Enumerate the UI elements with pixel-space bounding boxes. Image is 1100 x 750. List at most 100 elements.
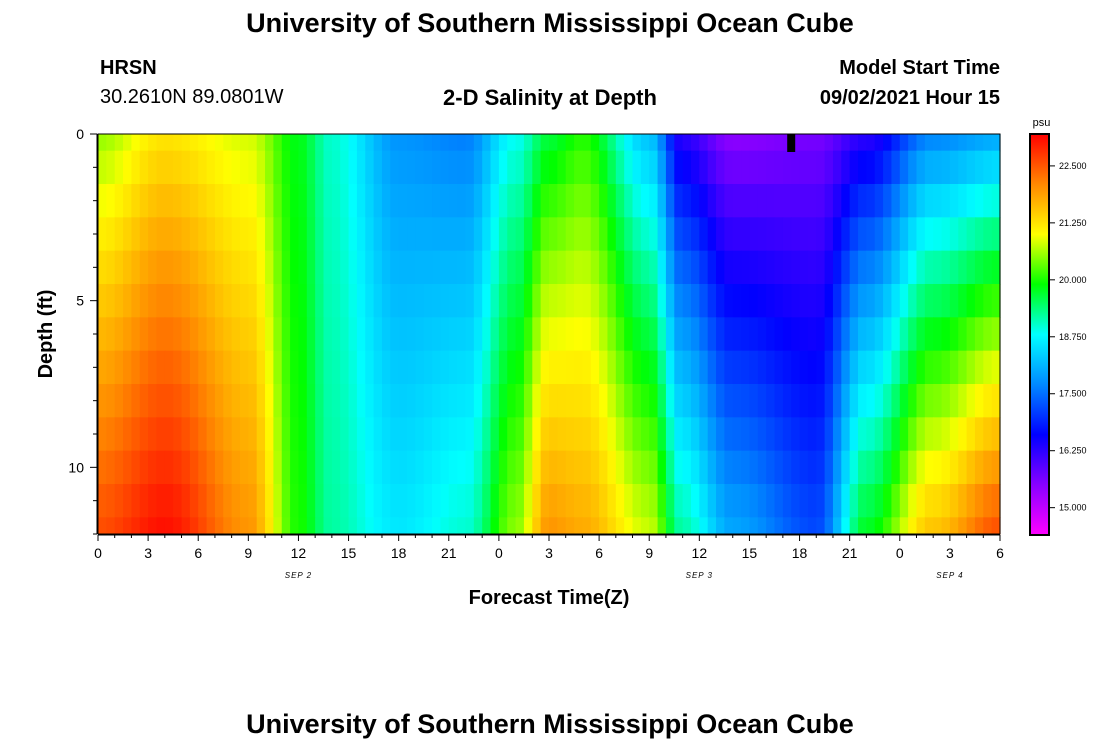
heatmap-cell [281, 150, 291, 185]
heatmap-cell [916, 384, 926, 418]
heatmap-cell [991, 217, 1001, 252]
heatmap-cell [707, 450, 717, 485]
heatmap-cell [114, 217, 124, 252]
heatmap-cell [665, 150, 675, 185]
heatmap-cell [482, 350, 492, 385]
heatmap-cell [832, 450, 842, 485]
heatmap-cell [816, 250, 826, 285]
heatmap-cell [724, 217, 734, 252]
heatmap-cell [649, 250, 659, 285]
heatmap-cell [114, 450, 124, 485]
heatmap-cell [281, 250, 291, 285]
heatmap-cell [214, 184, 224, 218]
heatmap-cell [974, 150, 984, 185]
heatmap-cell [557, 317, 567, 352]
heatmap-cell [991, 317, 1001, 352]
colorbar-tick-label: 18.750 [1059, 332, 1087, 342]
heatmap-cell [858, 517, 867, 535]
heatmap-cell [640, 250, 650, 285]
heatmap-cell [365, 450, 375, 485]
heatmap-cell [716, 417, 725, 452]
heatmap-cell [632, 350, 642, 385]
heatmap-cell [340, 134, 350, 152]
heatmap-cell [423, 450, 433, 485]
heatmap-cell [482, 450, 492, 485]
heatmap-cell [615, 484, 625, 518]
heatmap-cell [824, 217, 834, 252]
heatmap-cell [123, 350, 133, 385]
heatmap-cell [908, 284, 918, 318]
heatmap-cell [866, 417, 876, 452]
heatmap-cell [849, 484, 859, 518]
heatmap-cell [348, 450, 358, 485]
heatmap-cell [699, 150, 709, 185]
heatmap-cell [448, 350, 458, 385]
heatmap-cell [774, 250, 784, 285]
heatmap-cell [515, 284, 525, 318]
heatmap-cell [131, 417, 141, 452]
heatmap-cell [766, 150, 776, 185]
heatmap-cell [565, 150, 575, 185]
heatmap-cell [607, 450, 617, 485]
heatmap-cell [941, 484, 951, 518]
heatmap-cell [407, 150, 416, 185]
heatmap-cell [582, 250, 592, 285]
heatmap-cell [916, 250, 926, 285]
heatmap-cell [515, 317, 525, 352]
heatmap-cell [766, 517, 776, 535]
heatmap-cell [139, 350, 149, 385]
heatmap-cell [223, 317, 233, 352]
heatmap-cell [457, 317, 467, 352]
heatmap-cell [599, 484, 609, 518]
heatmap-cell [239, 217, 249, 252]
heatmap-cell [565, 317, 575, 352]
heatmap-cell [949, 317, 959, 352]
heatmap-cell [874, 517, 884, 535]
heatmap-cell [440, 317, 450, 352]
heatmap-cell [498, 217, 508, 252]
heatmap-cell [298, 384, 308, 418]
heatmap-cell [340, 317, 350, 352]
heatmap-cell [991, 384, 1001, 418]
heatmap-cell [816, 134, 826, 152]
heatmap-cell [214, 317, 224, 352]
heatmap-cell [198, 484, 208, 518]
heatmap-cell [523, 184, 533, 218]
heatmap-cell [632, 150, 642, 185]
heatmap-cell [423, 184, 433, 218]
heatmap-cell [323, 284, 333, 318]
heatmap-cell [941, 450, 951, 485]
heatmap-cell [298, 284, 308, 318]
heatmap-cell [365, 317, 375, 352]
heatmap-cell [290, 284, 300, 318]
heatmap-cell [98, 517, 107, 535]
heatmap-cell [774, 517, 784, 535]
heatmap-cell [574, 484, 584, 518]
heatmap-cell [924, 317, 934, 352]
heatmap-cell [757, 417, 767, 452]
heatmap-cell [239, 317, 249, 352]
heatmap-cell [832, 150, 842, 185]
heatmap-cell [674, 350, 684, 385]
heatmap-cell [407, 384, 416, 418]
heatmap-cell [574, 217, 584, 252]
heatmap-cell [874, 184, 884, 218]
heatmap-cell [448, 517, 458, 535]
heatmap-cell [657, 417, 667, 452]
heatmap-cell [849, 317, 859, 352]
heatmap-cell [490, 517, 500, 535]
heatmap-cell [356, 184, 366, 218]
heatmap-cell [958, 134, 968, 152]
heatmap-cell [916, 150, 926, 185]
heatmap-cell [356, 217, 366, 252]
heatmap-cell [465, 450, 475, 485]
heatmap-cell [841, 484, 851, 518]
heatmap-cell [415, 317, 425, 352]
heatmap-cell [590, 384, 600, 418]
heatmap-cell [807, 317, 817, 352]
heatmap-cell [173, 317, 183, 352]
heatmap-cell [774, 184, 784, 218]
heatmap-cell [640, 350, 650, 385]
heatmap-cell [98, 150, 107, 185]
heatmap-cell [933, 517, 943, 535]
